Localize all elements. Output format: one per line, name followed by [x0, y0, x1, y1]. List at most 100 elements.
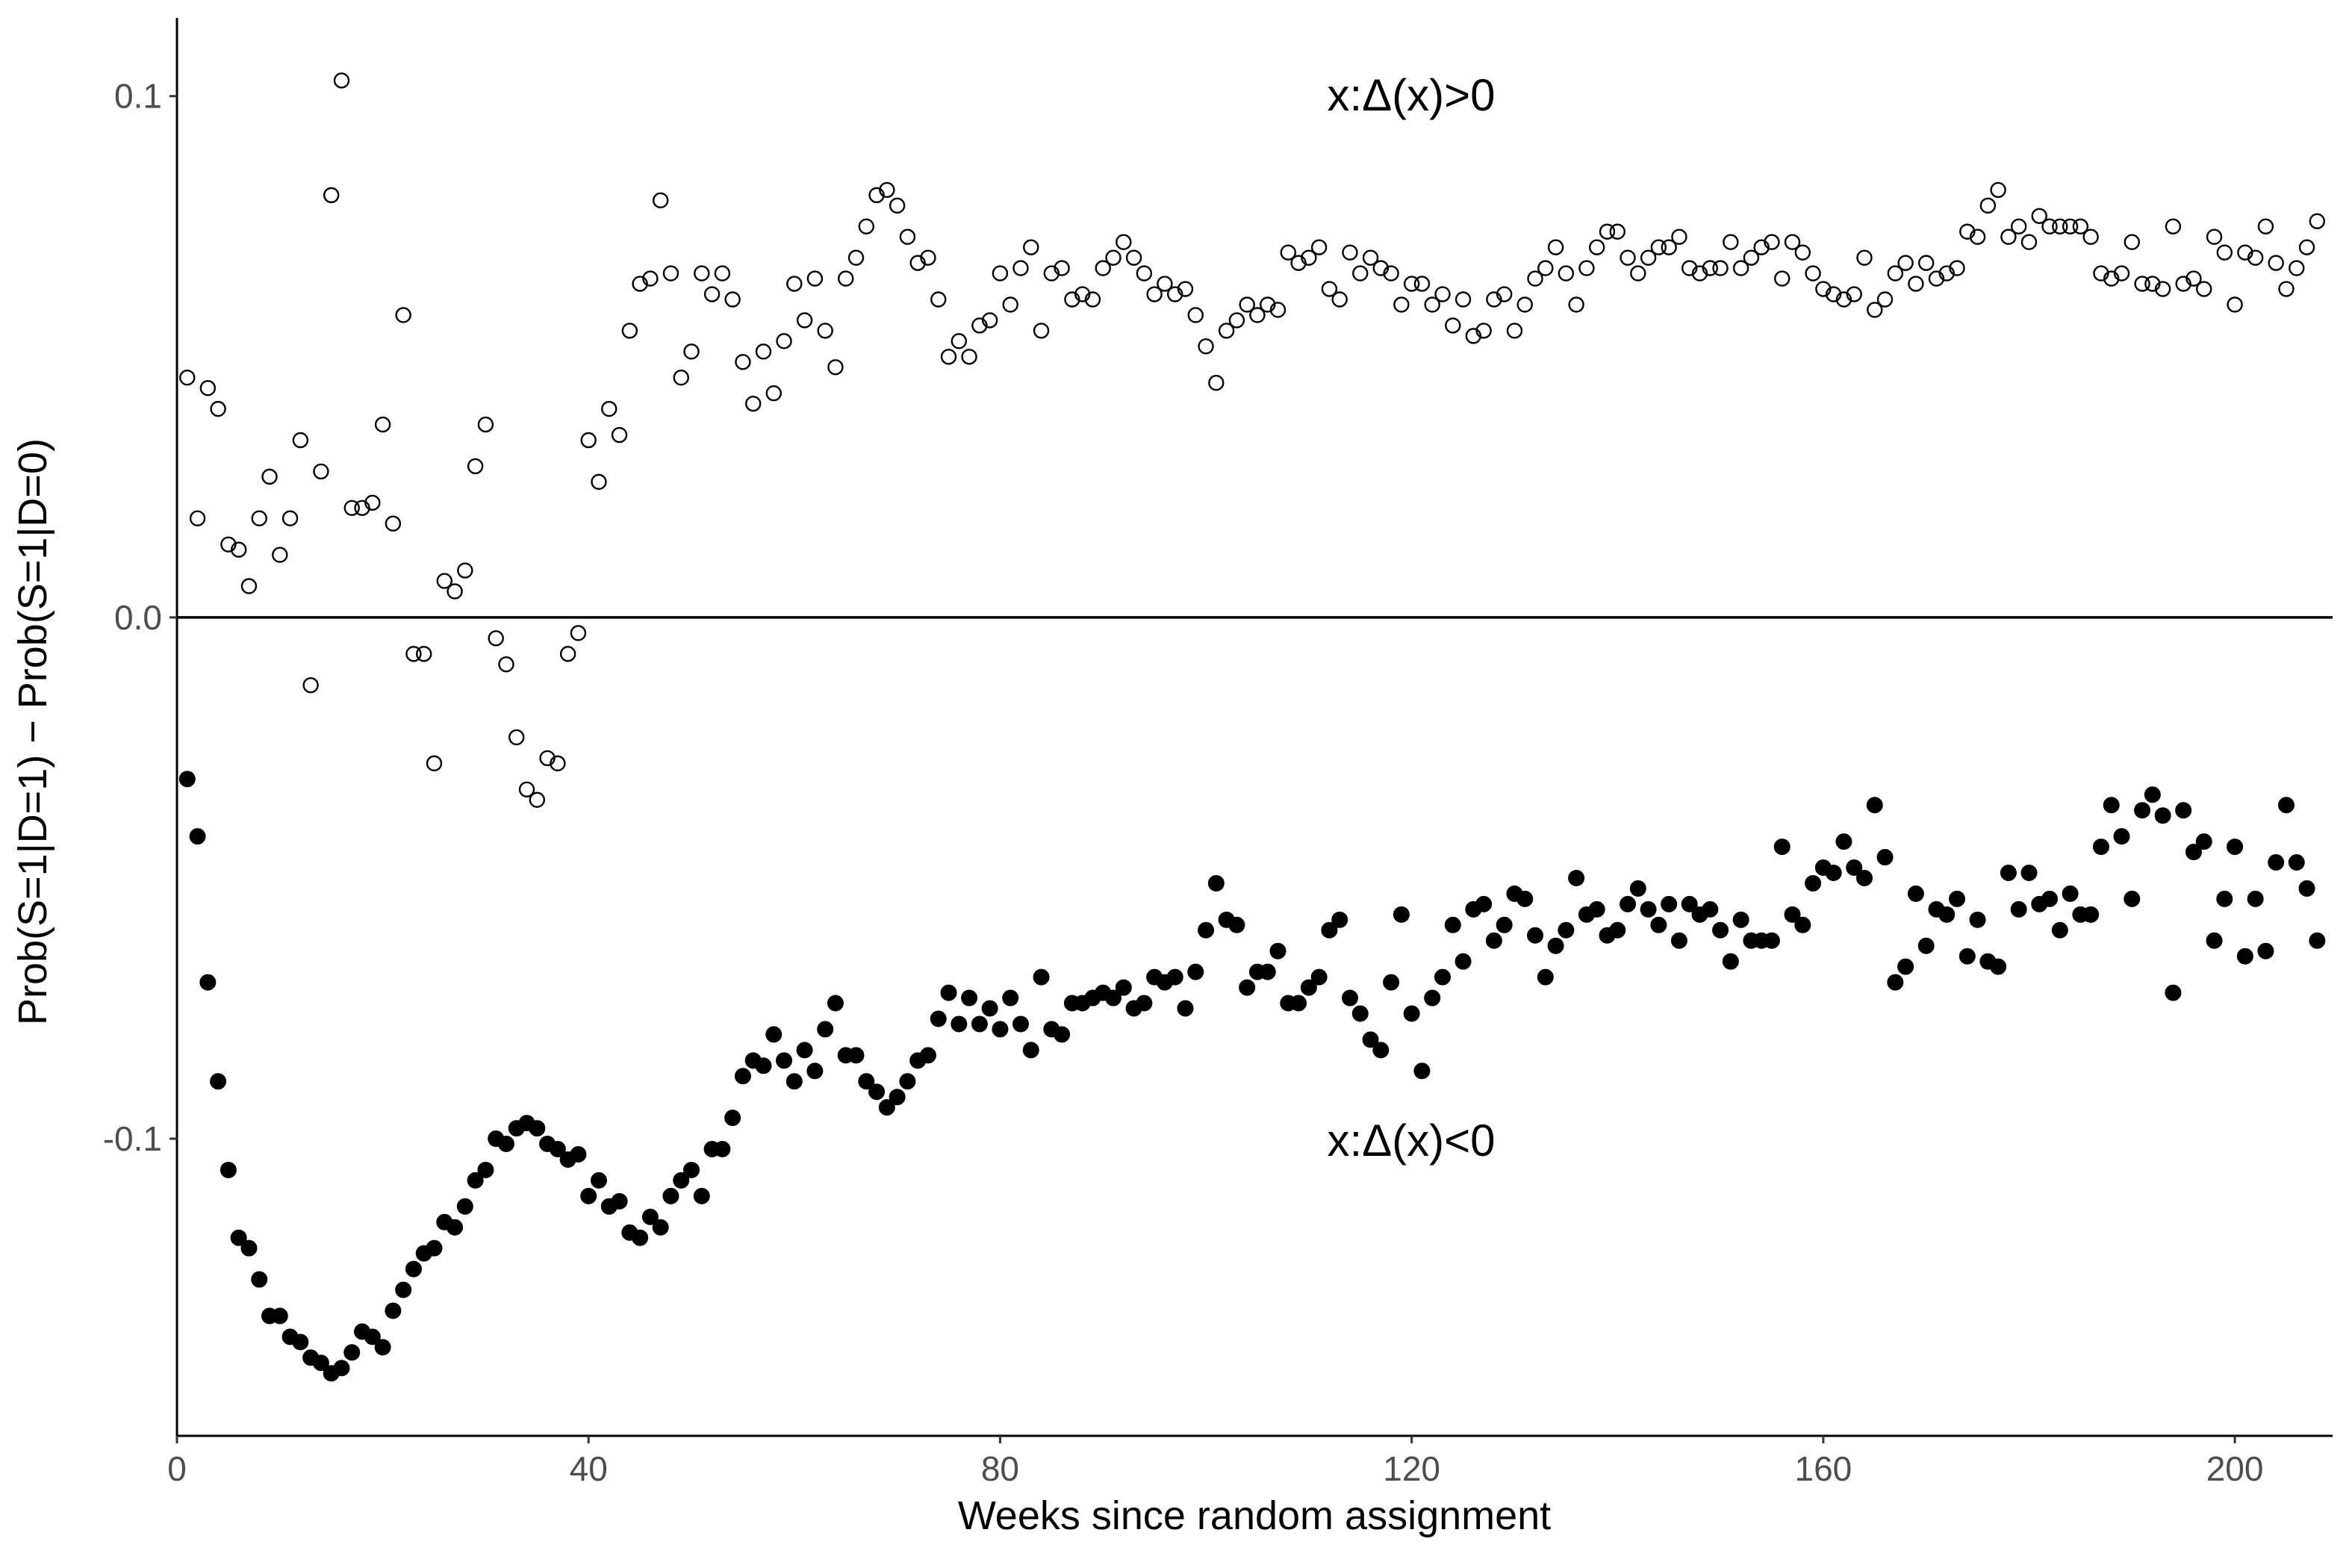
- open-point: [2175, 276, 2191, 292]
- open-point: [1825, 286, 1842, 302]
- open-point: [539, 750, 556, 767]
- open-point: [786, 276, 803, 292]
- filled-point: [632, 1229, 649, 1246]
- open-point: [2165, 218, 2182, 234]
- open-point: [1033, 323, 1050, 339]
- filled-point: [673, 1172, 690, 1189]
- filled-point: [1496, 916, 1513, 933]
- filled-point: [827, 995, 844, 1012]
- filled-point: [1629, 880, 1646, 897]
- open-point: [416, 646, 432, 662]
- open-point: [1506, 323, 1523, 339]
- open-point: [1486, 291, 1502, 308]
- open-point: [364, 494, 381, 511]
- filled-point: [951, 1015, 968, 1033]
- open-point: [374, 416, 391, 433]
- filled-point: [395, 1281, 412, 1298]
- open-point: [559, 646, 576, 662]
- filled-point: [2103, 797, 2120, 814]
- filled-point: [497, 1136, 514, 1153]
- annotation: x:Δ(x)<0: [1327, 1116, 1495, 1166]
- open-point: [1383, 265, 1399, 281]
- filled-point: [549, 1141, 566, 1158]
- filled-point: [878, 1099, 895, 1116]
- open-point: [2237, 244, 2253, 261]
- open-point: [1125, 249, 1142, 266]
- open-point: [240, 578, 258, 594]
- filled-point: [806, 1063, 824, 1080]
- open-point: [179, 370, 196, 386]
- open-point: [1424, 296, 1440, 313]
- open-point: [1321, 281, 1338, 297]
- filled-point: [1413, 1063, 1431, 1080]
- filled-point: [765, 1026, 783, 1043]
- open-point: [755, 343, 772, 360]
- open-point: [838, 270, 854, 287]
- filled-point: [2309, 932, 2326, 949]
- open-point: [1167, 286, 1183, 302]
- filled-point: [1640, 900, 1657, 918]
- open-point: [1280, 244, 1296, 261]
- open-point: [580, 432, 597, 449]
- filled-point: [724, 1110, 741, 1127]
- x-tick-label: 200: [2206, 1449, 2264, 1488]
- open-point: [1146, 286, 1163, 302]
- filled-point: [529, 1120, 546, 1137]
- filled-point: [2154, 807, 2171, 824]
- filled-point: [1033, 968, 1050, 986]
- filled-point: [1949, 890, 1966, 907]
- filled-point: [1732, 911, 1749, 928]
- open-point: [1897, 255, 1914, 271]
- filled-point: [1383, 974, 1400, 991]
- filled-point: [570, 1145, 587, 1163]
- filled-point: [971, 1015, 988, 1033]
- filled-point: [755, 1057, 772, 1074]
- filled-point: [447, 1219, 464, 1236]
- filled-point: [1177, 1000, 1194, 1017]
- open-point: [1537, 260, 1554, 276]
- open-point: [1630, 265, 1646, 281]
- filled-point: [1351, 1005, 1369, 1022]
- filled-point: [1661, 895, 1678, 912]
- filled-point: [2236, 948, 2253, 965]
- filled-point: [1917, 937, 1935, 954]
- filled-point: [1547, 937, 1564, 954]
- open-point: [189, 510, 206, 526]
- filled-point: [590, 1172, 607, 1189]
- filled-point: [930, 1010, 947, 1027]
- open-point: [508, 729, 525, 746]
- open-point: [1784, 234, 1801, 250]
- filled-point: [1187, 963, 1204, 980]
- open-point: [1702, 260, 1718, 276]
- open-point: [1774, 270, 1791, 287]
- filled-point: [1321, 921, 1338, 939]
- open-point: [1599, 223, 1616, 240]
- filled-point: [2113, 828, 2130, 845]
- open-point: [992, 265, 1009, 281]
- filled-point: [1866, 797, 1883, 814]
- filled-point: [868, 1083, 886, 1101]
- filled-point: [2277, 797, 2295, 814]
- open-point: [2052, 218, 2068, 234]
- filled-point: [776, 1052, 793, 1069]
- open-point: [2144, 276, 2161, 292]
- filled-point: [981, 1000, 998, 1017]
- open-point: [1228, 312, 1245, 329]
- filled-point: [1702, 900, 1719, 918]
- filled-point: [1207, 874, 1225, 892]
- open-point: [518, 781, 535, 797]
- open-point: [1867, 302, 1883, 318]
- filled-point: [1331, 911, 1348, 928]
- filled-point: [1105, 989, 1122, 1007]
- open-point: [1917, 255, 1935, 271]
- filled-point: [333, 1360, 350, 1377]
- open-point: [1012, 260, 1029, 276]
- open-point: [323, 187, 340, 204]
- open-point: [2268, 255, 2284, 271]
- open-point: [1723, 234, 1739, 250]
- filled-point: [858, 1073, 875, 1090]
- filled-point: [2020, 864, 2038, 881]
- filled-point: [652, 1219, 669, 1236]
- open-point: [899, 228, 916, 245]
